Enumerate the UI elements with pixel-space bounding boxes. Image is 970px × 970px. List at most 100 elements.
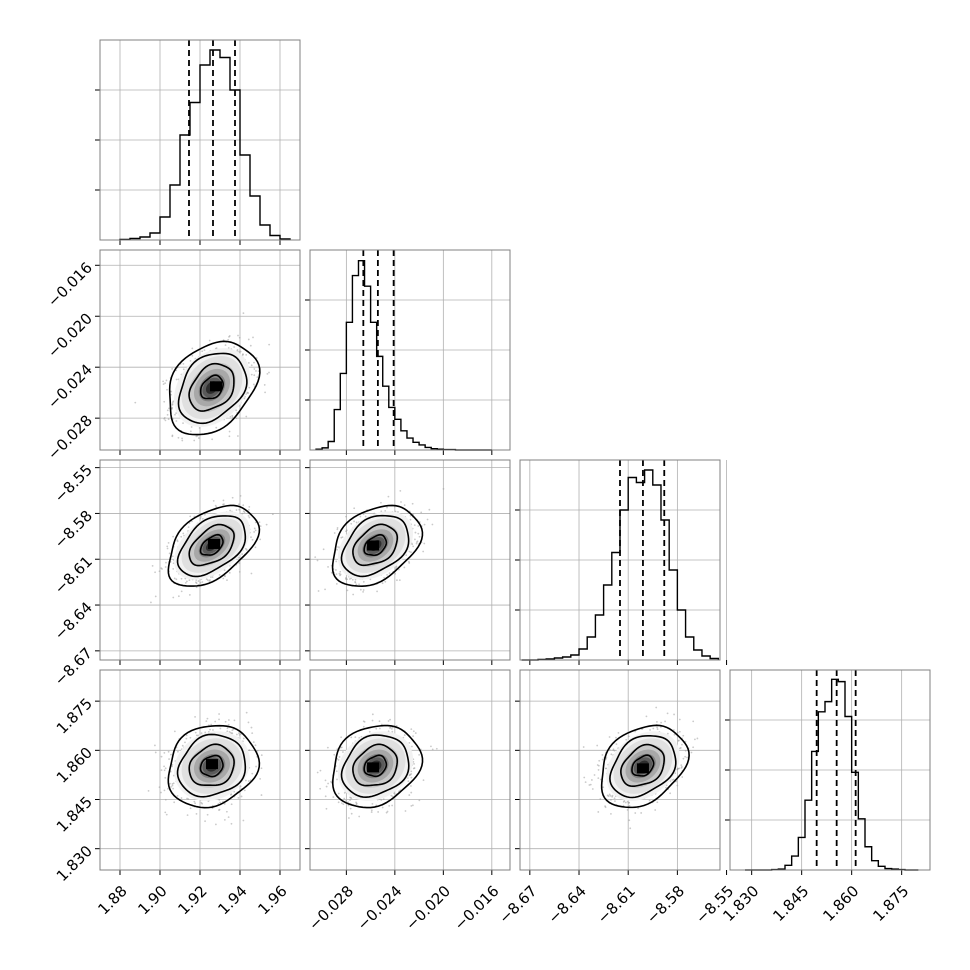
- joint-p1-p3-scatter-point: [173, 577, 176, 580]
- joint-p1-p2-scatter-point: [164, 419, 167, 422]
- joint-p1-p4-scatter-point: [164, 798, 167, 801]
- hist-p1-histogram-step-line: [119, 49, 291, 241]
- joint-p3-p4-scatter-point: [626, 809, 629, 811]
- joint-p2-p4-contour-3: [331, 724, 424, 809]
- joint-p2-p4-scatter-point: [410, 776, 413, 779]
- joint-p2-p4-scatter-point: [326, 746, 329, 749]
- joint-p3-p4-scatter-point: [610, 798, 612, 801]
- joint-p1-p3-scatter-point: [238, 562, 241, 565]
- joint-p1-p2-scatter-point: [268, 371, 270, 374]
- joint-p1-p2-scatter-point: [189, 360, 192, 362]
- joint-p1-p4-scatter-point: [245, 779, 247, 782]
- joint-p3-p4-scatter-point: [679, 746, 682, 749]
- joint-p2-p3-scatter-point: [336, 528, 339, 531]
- joint-p2-p3-scatter-point: [350, 522, 353, 525]
- joint-p2-p3-scatter-point: [362, 590, 364, 593]
- joint-p1-p3-scatter-point: [253, 527, 256, 530]
- joint-p1-p4-scatter-point: [171, 763, 174, 766]
- joint-p2-p3-scatter-point: [355, 521, 358, 524]
- joint-p1-p2-scatter-point: [168, 407, 170, 410]
- joint-p3-p4-scatter-point: [684, 755, 687, 758]
- joint-p3-p4-scatter-point: [624, 801, 627, 804]
- joint-p3-p4-scatter-point: [593, 774, 596, 776]
- joint-p1-p4-scatter-point: [189, 736, 192, 739]
- joint-p1-p3-scatter-point: [211, 576, 214, 579]
- joint-p1-p2-scatter-point: [243, 397, 246, 400]
- joint-p1-p2-scatter-point: [238, 336, 241, 339]
- joint-p2-p4-contour-2: [340, 734, 410, 799]
- joint-p1-p4-scatter-point: [206, 717, 209, 720]
- joint-p2-p3-scatter-point: [394, 572, 397, 575]
- joint-p2-p3-scatter-point: [345, 578, 348, 581]
- joint-p1-p2-scatter-point: [191, 354, 194, 357]
- joint-p1-p3-scatter-point: [188, 594, 191, 596]
- joint-p3-p4-scatter-point: [582, 746, 585, 748]
- joint-p1-p2-scatter-point: [167, 418, 170, 421]
- joint-p2-p3-scatter-point: [415, 542, 418, 545]
- joint-p1-p4-scatter-point: [163, 769, 166, 772]
- joint-p3-p4-scatter-point: [654, 809, 657, 811]
- joint-p3-p4-scatter-point: [655, 706, 658, 709]
- joint-p2-p3-scatter-point: [355, 583, 358, 586]
- joint-p1-p4-scatter-point: [167, 750, 170, 753]
- joint-p1-p3-scatter-point: [223, 503, 225, 506]
- joint-p1-p4-scatter-point: [163, 751, 166, 754]
- joint-p1-p4-scatter-point: [160, 791, 162, 794]
- joint-p3-p4-scatter-point: [637, 807, 639, 810]
- joint-p2-p3-scatter-point: [380, 501, 382, 504]
- joint-p1-p2-scatter-point: [253, 368, 256, 370]
- joint-p2-p4-scatter-point: [370, 811, 373, 813]
- joint-p2-p4-scatter-point: [389, 718, 391, 721]
- joint-p2-p4-scatter-point: [386, 810, 389, 813]
- joint-p2-p4-scatter-point: [375, 727, 378, 730]
- joint-p1-p3-scatter-point: [271, 513, 274, 516]
- joint-p2-p4-scatter-point: [319, 787, 322, 790]
- joint-p1-p3-scatter-point: [150, 601, 152, 604]
- joint-p1-p4-scatter-point: [171, 784, 174, 787]
- joint-p2-p3-contour-3: [331, 504, 424, 587]
- joint-p3-p4-scatter-point: [626, 800, 629, 803]
- joint-p1-p3-scatter-point: [224, 575, 226, 578]
- joint-p1-p2-scatter-point: [227, 347, 230, 349]
- joint-p1-p4-scatter-point: [240, 795, 243, 798]
- joint-p3-p4-scatter-point: [628, 805, 631, 807]
- joint-p1-p4-scatter-point: [195, 734, 198, 737]
- joint-p2-p3-scatter-point: [376, 590, 378, 593]
- joint-p2-p3-scatter-point: [405, 554, 408, 557]
- joint-p3-p4-scatter-point: [601, 754, 604, 756]
- joint-p3-p4-scatter-point: [673, 729, 675, 731]
- joint-p1-p4-scatter-point: [185, 734, 188, 737]
- joint-p3-p4-scatter-point: [660, 721, 663, 724]
- joint-p1-p2-scatter-point: [268, 343, 271, 346]
- joint-p1-p2-scatter-point: [193, 439, 196, 442]
- joint-p1-p4-scatter-point: [239, 733, 242, 735]
- joint-p2-p3-scatter-point: [384, 580, 387, 583]
- joint-p2-p4-scatter-point: [327, 782, 329, 785]
- joint-p2-p3-scatter-point: [422, 550, 425, 553]
- joint-p1-p2-scatter-point: [224, 344, 227, 347]
- joint-p2-p4-scatter-point: [316, 771, 319, 774]
- joint-p1-p3-scatter-point: [205, 578, 208, 581]
- joint-p1-p4-scatter-point: [228, 730, 231, 733]
- joint-p1-p2-scatter-point: [211, 438, 214, 441]
- joint-p1-p4-scatter-point: [251, 772, 254, 775]
- hist-p3-panel: [515, 459, 728, 665]
- joint-p3-p4-scatter-point: [625, 738, 628, 741]
- joint-p1-p4-scatter-point: [224, 720, 227, 723]
- joint-p1-p4-scatter-point: [147, 789, 150, 792]
- hist-p2-panel: [305, 249, 511, 455]
- joint-p1-p3-scatter-point: [166, 547, 169, 550]
- joint-p1-p4-scatter-point: [233, 719, 236, 722]
- joint-p1-p4-scatter-point: [247, 721, 250, 724]
- joint-p1-p3-scatter-point: [251, 538, 254, 541]
- joint-p2-p4-scatter-point: [410, 791, 413, 794]
- joint-p1-p4-scatter-point: [165, 813, 168, 816]
- joint-p1-p2-scatter-point: [182, 368, 185, 371]
- joint-p2-p4-scatter-point: [368, 730, 371, 733]
- joint-p1-p2-scatter-point: [255, 370, 257, 372]
- joint-p1-p4-scatter-point: [206, 813, 209, 816]
- joint-p2-p4-scatter-point: [418, 753, 421, 756]
- joint-p3-p4-scatter-point: [628, 801, 630, 804]
- joint-p2-p4-scatter-point: [330, 780, 332, 783]
